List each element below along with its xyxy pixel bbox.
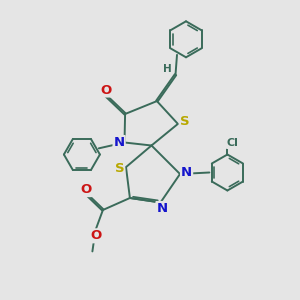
Text: O: O <box>90 229 102 242</box>
Text: H: H <box>163 64 172 74</box>
Text: Cl: Cl <box>227 138 239 148</box>
Text: O: O <box>100 83 111 97</box>
Text: N: N <box>181 166 192 179</box>
Text: S: S <box>180 115 189 128</box>
Text: N: N <box>156 202 168 215</box>
Text: O: O <box>80 183 92 196</box>
Text: N: N <box>113 136 125 149</box>
Text: S: S <box>115 162 124 175</box>
